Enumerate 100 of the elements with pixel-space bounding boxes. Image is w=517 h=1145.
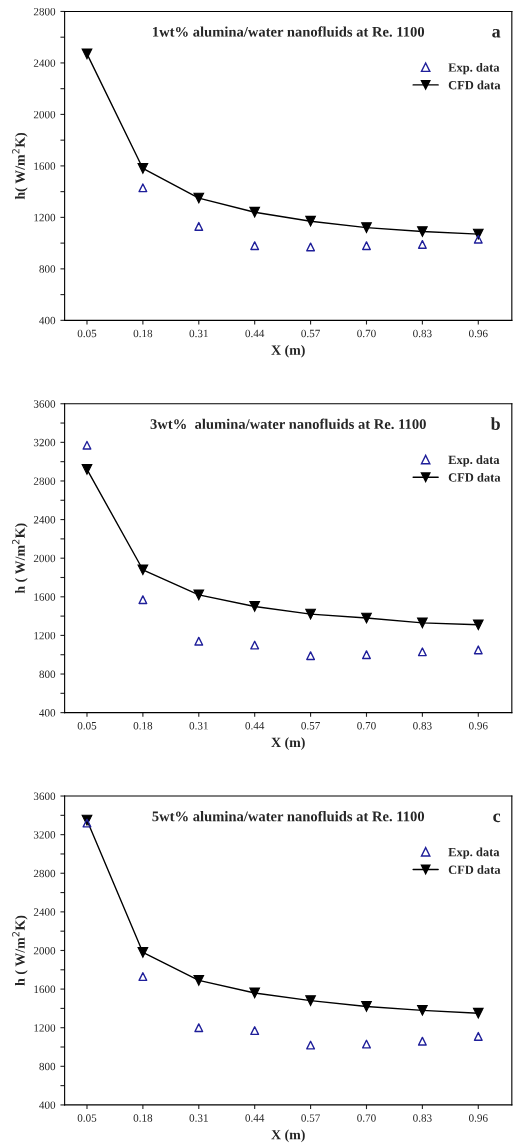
y-tick-label: 2800 [33, 7, 56, 16]
x-tick-label: 0.57 [301, 1114, 320, 1122]
point [361, 650, 371, 660]
x-tick-label: 0.44 [245, 721, 265, 730]
point [193, 192, 205, 204]
y-axis-title: h ( W/m$^{2}$K) [12, 523, 28, 594]
x-tick-label: 0.96 [468, 721, 488, 730]
point [417, 1004, 428, 1016]
annotation: b [490, 417, 500, 430]
point [137, 564, 149, 576]
x-tick-label: 0.83 [413, 1114, 432, 1122]
point [194, 221, 204, 231]
x-tick-label: 0.31 [189, 1114, 208, 1122]
legend-label: Exp. data [448, 847, 500, 859]
y-tick-label: 800 [39, 265, 56, 273]
y-tick-label: 2400 [33, 516, 56, 524]
y-tick-label: 1600 [34, 593, 56, 601]
legend-label: CFD data [448, 865, 501, 874]
point [249, 601, 261, 612]
y-tick-label: 400 [39, 1101, 56, 1109]
point [82, 440, 92, 450]
point [250, 640, 260, 650]
x-tick-label: 0.70 [357, 329, 376, 338]
point [250, 1026, 260, 1036]
point [361, 1001, 372, 1012]
point [472, 1007, 484, 1019]
point [194, 636, 204, 646]
point [473, 234, 483, 244]
point [306, 242, 316, 252]
point [417, 647, 427, 657]
y-tick-label: 800 [39, 1062, 56, 1071]
legend-label: Exp. data [448, 455, 500, 467]
point [472, 228, 484, 240]
point [305, 608, 316, 620]
y-axis-title: h ( W/m$^{2}$K) [12, 915, 28, 986]
point [361, 612, 372, 624]
point [194, 1023, 204, 1033]
legend-label: Exp. data [448, 62, 500, 75]
y-tick-label: 3600 [33, 792, 56, 800]
text: 5wt% alumina/water nanofluids at Re. 1100 [152, 810, 425, 822]
point [417, 239, 427, 249]
point [138, 595, 148, 605]
x-axis-title: X (m) [271, 737, 305, 750]
x-tick-label: 0.31 [189, 329, 208, 338]
point [81, 464, 93, 475]
annotation: c [493, 813, 501, 823]
x-tick-label: 0.31 [189, 721, 208, 730]
point [417, 1036, 427, 1046]
point [249, 206, 261, 218]
y-tick-label: 1200 [34, 631, 56, 640]
y-tick-label: 400 [39, 316, 56, 325]
point [137, 947, 149, 958]
point [249, 987, 261, 999]
point [193, 975, 205, 986]
y-tick-label: 3200 [33, 831, 56, 839]
point [417, 226, 428, 237]
x-tick-label: 0.44 [245, 1114, 265, 1122]
x-tick-label: 0.05 [77, 329, 97, 338]
y-tick-label: 2800 [33, 869, 56, 878]
point [361, 1039, 371, 1049]
y-tick-label: 400 [39, 709, 56, 717]
legend-label: CFD data [448, 472, 501, 482]
point [361, 222, 372, 234]
y-tick-label: 2400 [33, 59, 56, 67]
x-axis-title: X (m) [271, 345, 305, 358]
x-tick-label: 0.70 [357, 721, 376, 730]
point [472, 619, 484, 631]
y-tick-label: 3200 [33, 438, 56, 447]
x-tick-label: 0.05 [77, 1114, 97, 1122]
y-tick-label: 800 [39, 670, 56, 678]
point [306, 1040, 316, 1050]
y-tick-label: 3600 [33, 400, 56, 408]
y-tick-label: 2000 [33, 554, 56, 563]
point [305, 215, 316, 227]
point [306, 651, 316, 661]
x-tick-label: 0.44 [245, 329, 265, 338]
point [193, 589, 205, 601]
x-axis-title: X (m) [271, 1129, 305, 1143]
x-tick-label: 0.83 [413, 721, 432, 730]
text: 3wt% alumina/water nanofluids at Re. 1100 [150, 418, 426, 430]
text: 1wt% alumina/water nanofluids at Re. 1100 [153, 26, 425, 37]
point [417, 617, 428, 629]
point [361, 241, 371, 251]
point [473, 645, 483, 655]
x-tick-label: 0.96 [468, 329, 488, 338]
point [305, 995, 316, 1007]
y-tick-label: 1600 [34, 985, 56, 994]
x-tick-label: 0.83 [413, 329, 432, 338]
y-tick-label: 1200 [34, 1024, 56, 1032]
x-tick-label: 0.05 [77, 721, 97, 730]
annotation: a [492, 28, 501, 38]
point [473, 1031, 483, 1041]
y-tick-label: 2400 [33, 908, 56, 916]
point [137, 163, 149, 174]
x-tick-label: 0.57 [301, 329, 320, 338]
x-tick-label: 0.18 [133, 721, 153, 730]
y-tick-label: 1200 [34, 213, 56, 222]
point [81, 48, 93, 60]
x-tick-label: 0.18 [133, 1114, 153, 1122]
y-tick-label: 1600 [34, 162, 56, 170]
